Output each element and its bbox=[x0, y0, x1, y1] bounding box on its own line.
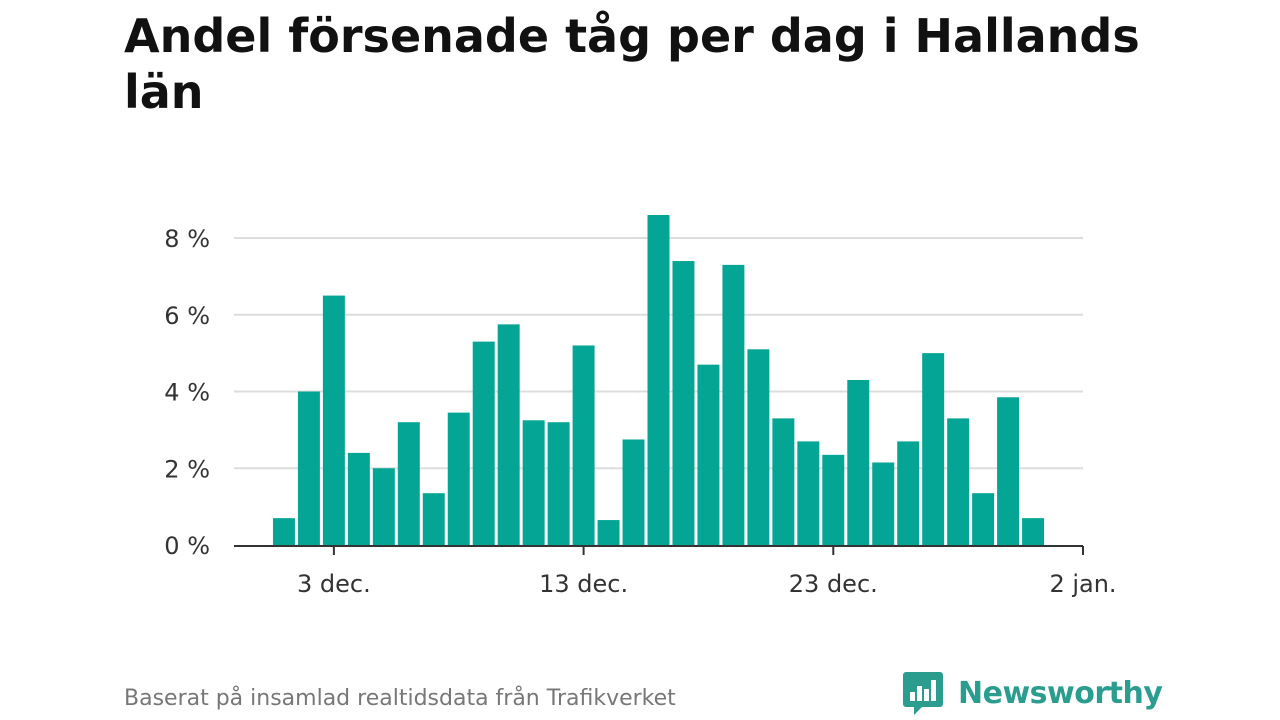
bar bbox=[822, 454, 845, 545]
x-tick-label: 2 jan. bbox=[1049, 570, 1116, 598]
x-tick-label: 23 dec. bbox=[789, 570, 878, 598]
bar bbox=[647, 215, 670, 545]
bar bbox=[672, 261, 695, 545]
bar bbox=[422, 493, 445, 545]
x-axis-labels: 3 dec. 13 dec. 23 dec. 2 jan. bbox=[297, 570, 1117, 598]
bar bbox=[272, 518, 295, 545]
newsworthy-logo[interactable]: Newsworthy bbox=[902, 670, 1163, 716]
bar bbox=[847, 380, 870, 545]
x-tick-label: 3 dec. bbox=[297, 570, 371, 598]
chart-title: Andel försenade tåg per dag i Hallands l… bbox=[124, 9, 1140, 119]
bar bbox=[372, 468, 395, 545]
bar bbox=[497, 324, 520, 545]
bar bbox=[772, 418, 795, 545]
bar bbox=[347, 452, 370, 545]
x-tick-label: 13 dec. bbox=[539, 570, 628, 598]
bar bbox=[547, 422, 570, 545]
bar bbox=[872, 462, 895, 545]
bar bbox=[622, 439, 645, 545]
y-tick-label: 8 % bbox=[164, 225, 210, 253]
y-tick-label: 6 % bbox=[164, 302, 210, 330]
bar bbox=[722, 264, 745, 545]
y-tick-label: 4 % bbox=[164, 379, 210, 407]
bar bbox=[322, 295, 345, 545]
bar bbox=[397, 422, 420, 545]
bar bbox=[1022, 518, 1045, 545]
bar bbox=[897, 441, 920, 545]
brand-name: Newsworthy bbox=[958, 675, 1163, 711]
y-axis-labels: 0 % 2 % 4 % 6 % 8 % bbox=[164, 225, 210, 560]
bar bbox=[747, 349, 770, 545]
bars bbox=[272, 215, 1045, 545]
bar bbox=[797, 441, 820, 545]
bar bbox=[572, 345, 595, 545]
bar bbox=[922, 353, 945, 545]
y-tick-label: 0 % bbox=[164, 532, 210, 560]
bar bbox=[697, 364, 720, 545]
y-tick-label: 2 % bbox=[164, 455, 210, 483]
bar bbox=[472, 341, 495, 545]
bar bbox=[597, 520, 620, 545]
bar-chart-speech-bubble-icon bbox=[903, 672, 943, 715]
bar bbox=[972, 493, 995, 545]
bar bbox=[447, 412, 470, 545]
bar bbox=[947, 418, 970, 545]
bar bbox=[522, 420, 545, 545]
source-note: Baserat på insamlad realtidsdata från Tr… bbox=[124, 686, 676, 711]
x-axis bbox=[234, 545, 1084, 555]
bar bbox=[297, 391, 320, 545]
bar bbox=[997, 397, 1020, 545]
